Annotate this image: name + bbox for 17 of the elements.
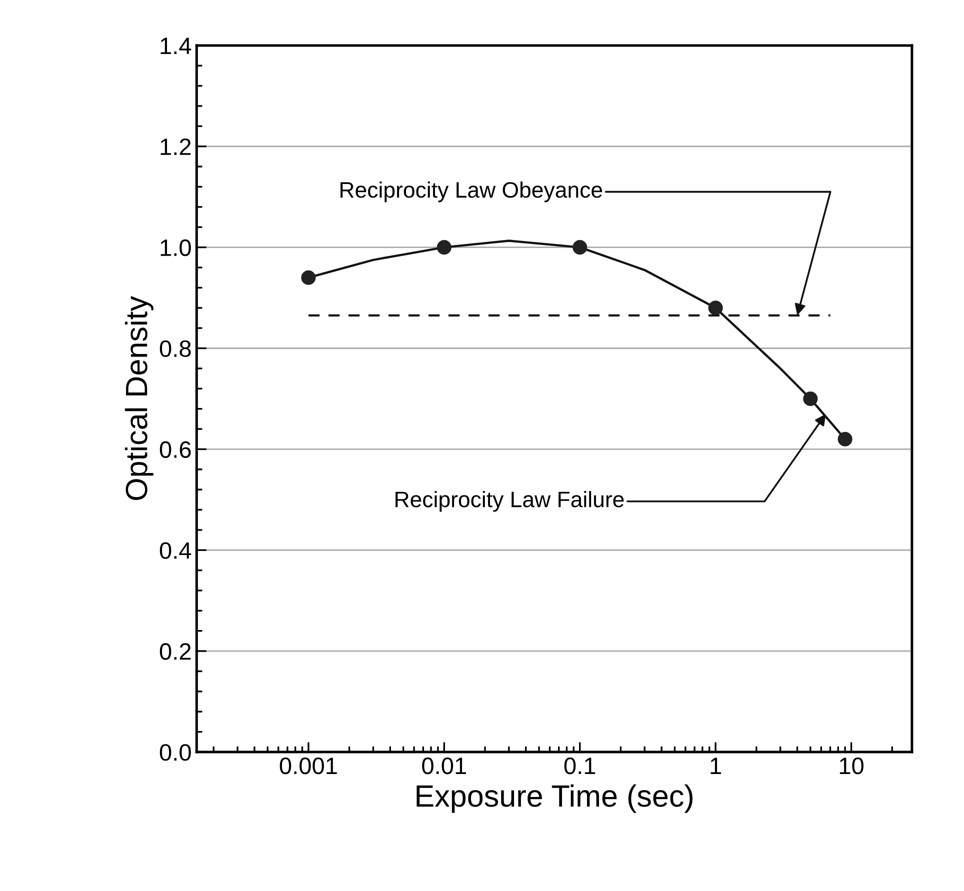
y-tick-label: 1.2 <box>160 138 191 155</box>
annotation: Reciprocity Law Obeyance <box>340 181 602 202</box>
y-tick-label: 1.0 <box>160 239 191 256</box>
y-tick-label: 0.4 <box>160 542 192 559</box>
x-tick-label: 0.001 <box>280 757 337 774</box>
y-tick-label: 1.4 <box>160 38 192 54</box>
y-axis-title: Optical Density <box>124 296 154 500</box>
x-tick-label: 1 <box>710 758 721 774</box>
y-tick-label: 0.6 <box>160 441 191 458</box>
annotation: Reciprocity Law Failure <box>396 491 624 512</box>
y-tick-label: 0.8 <box>160 340 191 358</box>
y-tick-label: 0.0 <box>160 744 191 761</box>
x-tick-label: 10 <box>840 757 864 774</box>
y-tick-label: 0.2 <box>160 643 191 660</box>
x-axis-title: Exposure Time (sec) <box>416 784 693 813</box>
x-tick-label: 0.1 <box>564 757 596 774</box>
x-tick-label: 0.01 <box>422 757 466 774</box>
